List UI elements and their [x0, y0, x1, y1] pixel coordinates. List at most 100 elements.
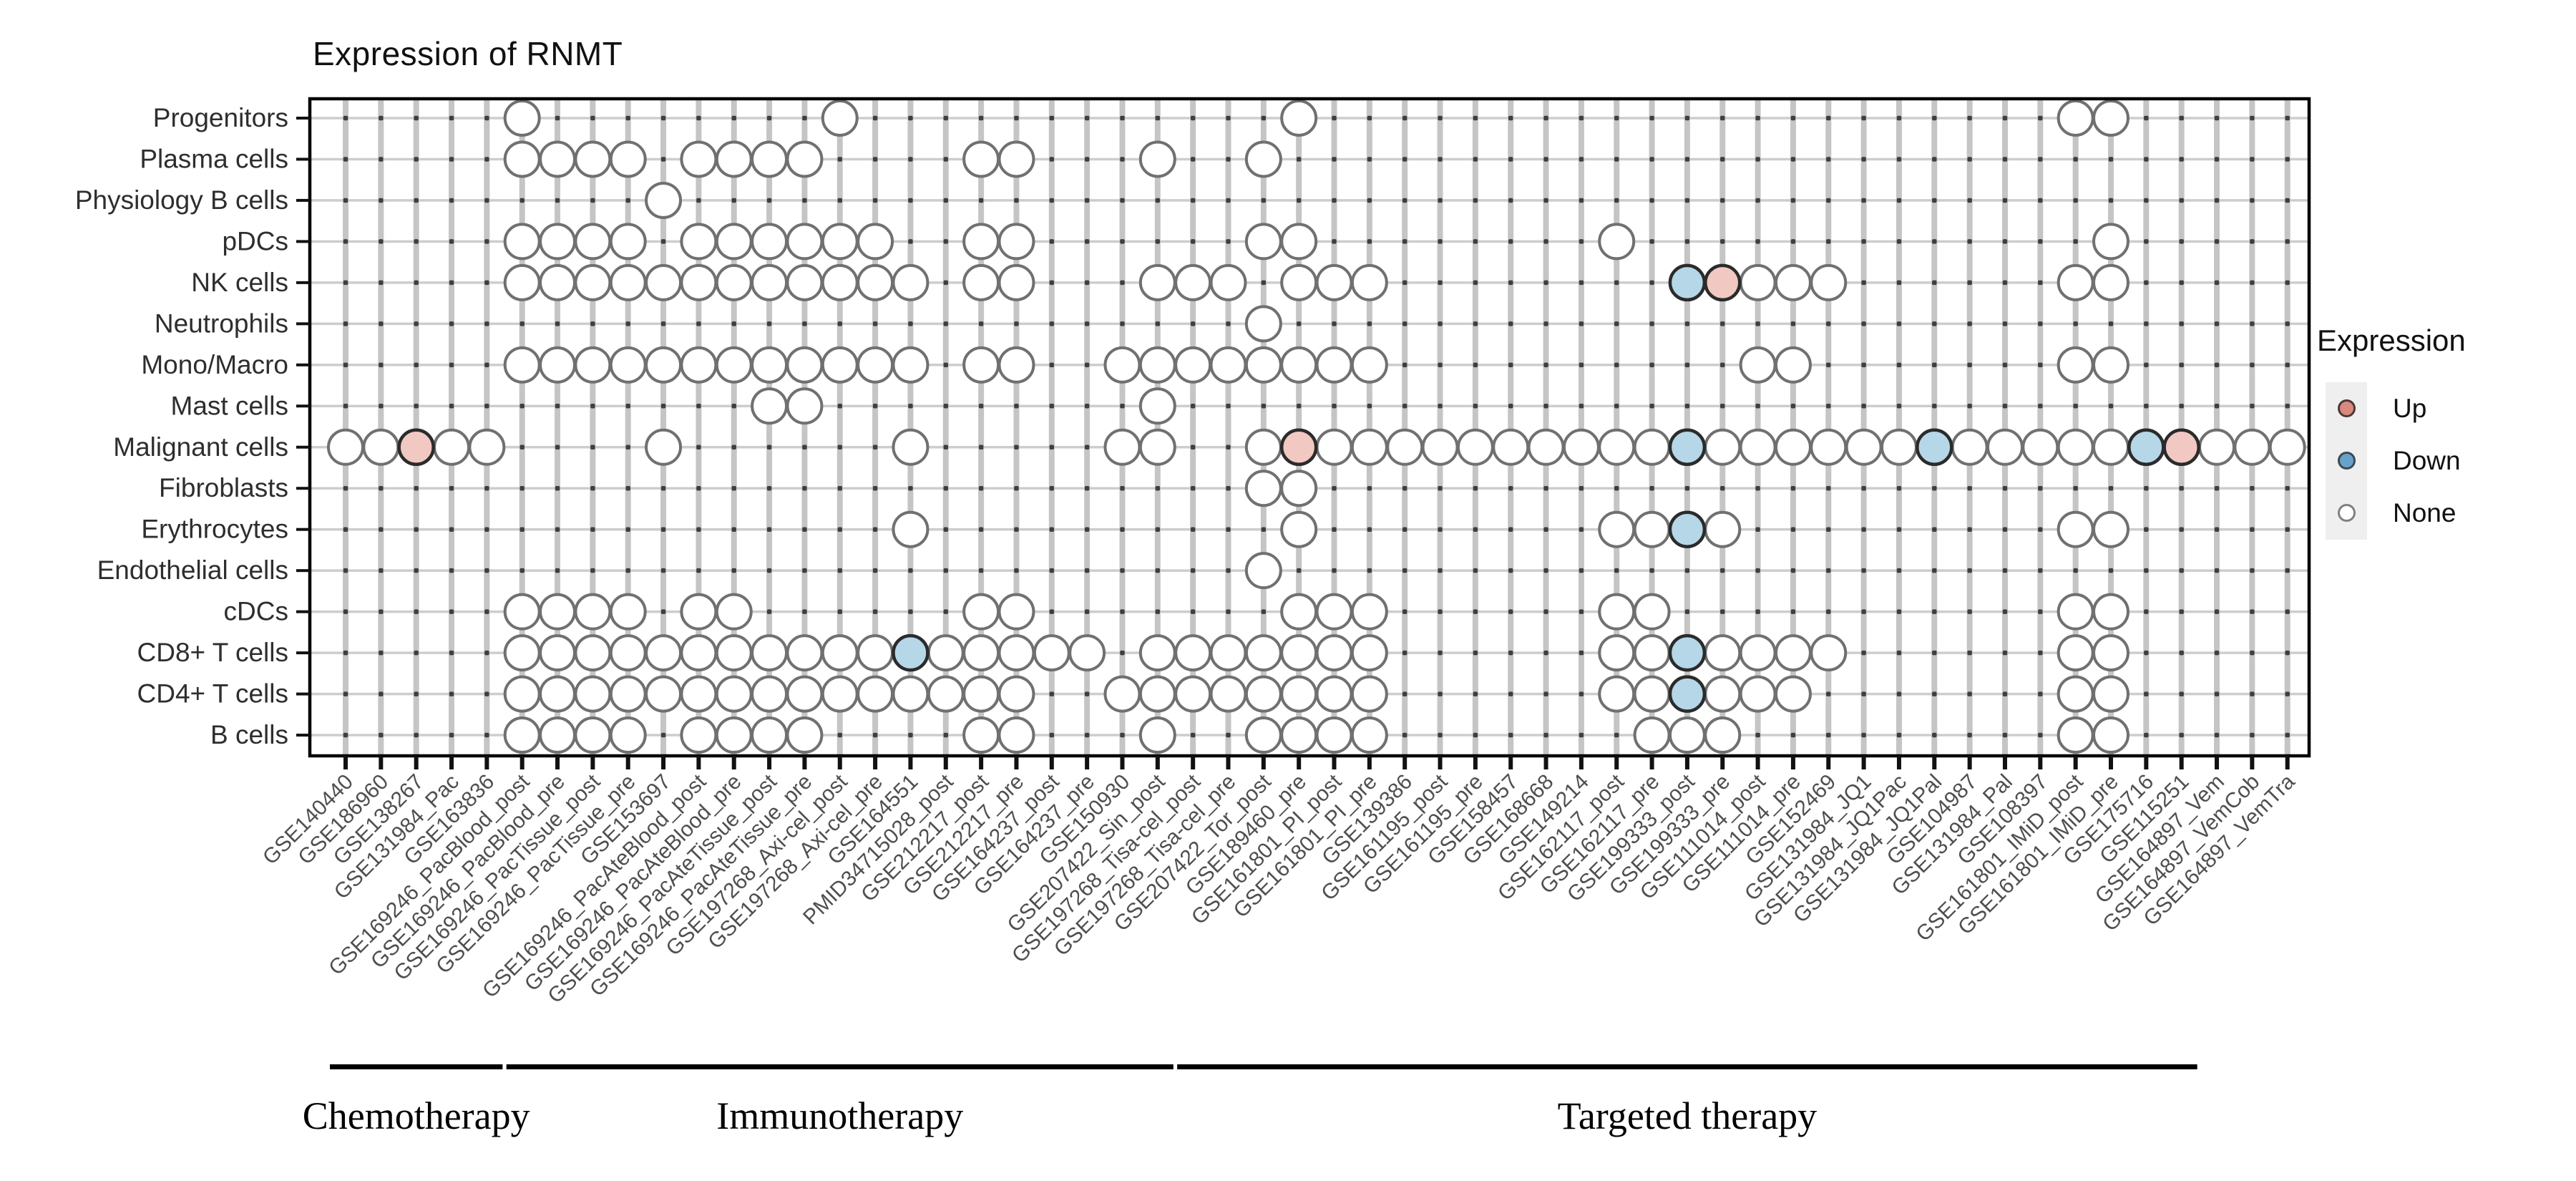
grid-node-dot: [2250, 650, 2255, 656]
grid-node-dot: [1367, 157, 1372, 162]
grid-node-dot: [1684, 115, 1690, 121]
expression-dot-none: [1350, 428, 1388, 466]
grid-node-dot: [414, 691, 419, 696]
expression-dot-none: [1244, 634, 1282, 672]
grid-node-dot: [1473, 157, 1478, 162]
expression-dot-down: [1668, 263, 1707, 302]
expression-dot-none: [574, 675, 612, 713]
grid-node-dot: [1190, 321, 1196, 326]
grid-node-dot: [1190, 732, 1196, 738]
expression-dot-none: [574, 346, 612, 384]
expression-dot-none: [574, 593, 612, 631]
grid-node-dot: [1826, 485, 1831, 491]
grid-vband: [660, 99, 667, 756]
expression-dot-none: [1562, 428, 1600, 466]
expression-dot-none: [962, 223, 1000, 261]
grid-node-dot: [379, 650, 384, 656]
grid-node-dot: [660, 732, 666, 738]
grid-node-dot: [1861, 198, 1866, 203]
grid-node-dot: [731, 115, 736, 121]
expression-dot-none: [2057, 346, 2094, 384]
grid-node-dot: [2214, 609, 2220, 614]
grid-node-dot: [2108, 157, 2114, 162]
expression-dot-none: [997, 346, 1035, 384]
grid-node-dot: [1543, 568, 1548, 573]
grid-node-dot: [1932, 691, 1937, 696]
expression-dot-none: [1315, 675, 1353, 713]
grid-node-dot: [2108, 198, 2114, 203]
expression-dot-none: [1280, 223, 1318, 261]
grid-node-dot: [660, 568, 666, 573]
grid-node-dot: [1049, 157, 1055, 162]
grid-node-dot: [484, 609, 489, 614]
grid-node-dot: [2002, 280, 2008, 286]
expression-dot-none: [2233, 428, 2271, 466]
grid-node-dot: [1226, 568, 1231, 573]
y-axis-label: Mast cells: [171, 391, 288, 420]
group-label-chemotherapy: Chemotherapy: [302, 1094, 530, 1137]
expression-dot-none: [715, 140, 753, 178]
y-axis-label: Endothelial cells: [97, 555, 288, 585]
grid-node-dot: [1367, 485, 1372, 491]
grid-node-dot: [2038, 239, 2043, 244]
grid-node-dot: [1543, 404, 1548, 409]
grid-node-dot: [2179, 362, 2184, 368]
grid-node-dot: [1579, 650, 1584, 656]
grid-node-dot: [1649, 198, 1654, 203]
grid-node-dot: [1614, 115, 1619, 121]
grid-node-dot: [1438, 362, 1443, 368]
expression-dot-none: [1174, 263, 1212, 301]
x-axis-tick: [1790, 756, 1795, 769]
grid-node-dot: [1014, 485, 1019, 491]
expression-dot-none: [680, 140, 718, 178]
grid-node-dot: [1438, 404, 1443, 409]
grid-node-dot: [1861, 239, 1866, 244]
grid-vband: [2178, 99, 2185, 756]
grid-node-dot: [1084, 404, 1090, 409]
grid-node-dot: [1473, 239, 1478, 244]
expression-dot-none: [1315, 346, 1353, 384]
grid-node-dot: [1755, 198, 1760, 203]
grid-node-dot: [449, 321, 454, 326]
grid-node-dot: [1896, 650, 1902, 656]
expression-dot-none: [1456, 428, 1494, 466]
grid-node-dot: [1579, 239, 1584, 244]
grid-node-dot: [1932, 362, 1937, 368]
grid-node-dot: [2073, 198, 2078, 203]
grid-node-dot: [1226, 404, 1231, 409]
expression-dot-none: [857, 223, 894, 261]
expression-dot-none: [1103, 346, 1141, 384]
grid-node-dot: [2179, 280, 2184, 286]
grid-node-dot: [1296, 198, 1302, 203]
grid-node-dot: [1579, 157, 1584, 162]
grid-node-dot: [1579, 732, 1584, 738]
grid-node-dot: [414, 732, 419, 738]
grid-node-dot: [2285, 485, 2290, 491]
expression-dot-none: [609, 223, 647, 261]
expression-dot-down: [1668, 510, 1707, 548]
grid-node-dot: [1120, 568, 1125, 573]
grid-node-dot: [2002, 321, 2008, 326]
grid-node-dot: [1932, 321, 1937, 326]
grid-node-dot: [1932, 485, 1937, 491]
grid-node-dot: [1190, 157, 1196, 162]
grid-node-dot: [943, 732, 949, 738]
x-axis-tick: [767, 756, 772, 769]
expression-dot-none: [1774, 263, 1812, 301]
grid-node-dot: [2002, 404, 2008, 409]
grid-node-dot: [1790, 115, 1796, 121]
grid-node-dot: [1755, 115, 1760, 121]
expression-dot-none: [2092, 99, 2129, 137]
grid-node-dot: [2214, 404, 2220, 409]
expression-dot-none: [2057, 263, 2094, 301]
grid-node-dot: [1508, 527, 1513, 532]
grid-node-dot: [1438, 239, 1443, 244]
grid-node-dot: [2179, 485, 2184, 491]
expression-dot-none: [1350, 263, 1388, 301]
grid-node-dot: [1473, 198, 1478, 203]
x-axis-tick: [1896, 756, 1901, 769]
grid-node-dot: [2285, 568, 2290, 573]
grid-node-dot: [660, 321, 666, 326]
grid-node-dot: [2073, 404, 2078, 409]
grid-node-dot: [1755, 568, 1760, 573]
